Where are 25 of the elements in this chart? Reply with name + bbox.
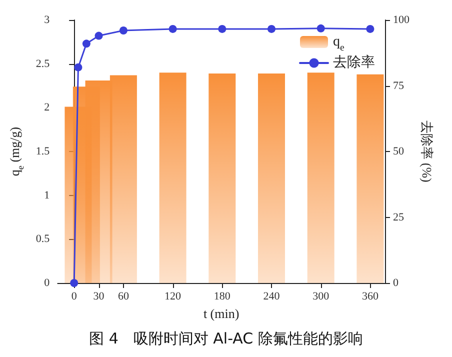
x-tick-label: 300 — [312, 290, 330, 302]
x-tick-label: 240 — [263, 290, 280, 302]
text: 图 4 吸附时间对 Al-AC 除氟性能的影响 — [89, 330, 363, 348]
x-axis-title: t (min) — [203, 306, 240, 321]
y-tick-label: 3 — [44, 14, 50, 26]
y-tick-label: 1.5 — [36, 146, 50, 158]
y-tick-label: 0.5 — [36, 233, 50, 246]
x-tick-label: 180 — [214, 290, 231, 302]
x-tick-label: 0 — [71, 290, 78, 302]
x-tick-label: 60 — [118, 290, 130, 302]
y-axis-title: qe (mg/g) — [7, 126, 26, 176]
x-tick-label: 360 — [362, 290, 379, 302]
legend-label: 去除率 — [333, 54, 375, 70]
y2-tick-label: 25 — [393, 211, 404, 224]
y2-axis-title: 去除率 (%) — [419, 120, 434, 182]
y2-tick-label: 75 — [393, 80, 404, 92]
y2-tick-label: 100 — [393, 14, 410, 26]
y-tick-label: 2.5 — [36, 58, 50, 70]
y-tick-label: 1 — [44, 189, 50, 202]
y2-tick-label: 0 — [393, 277, 399, 289]
y2-tick-label: 50 — [393, 146, 404, 158]
x-tick-label: 30 — [93, 290, 105, 302]
y-tick-label: 2 — [44, 102, 50, 114]
x-tick-label: 120 — [164, 290, 182, 302]
y-tick-label: 0 — [44, 277, 50, 289]
